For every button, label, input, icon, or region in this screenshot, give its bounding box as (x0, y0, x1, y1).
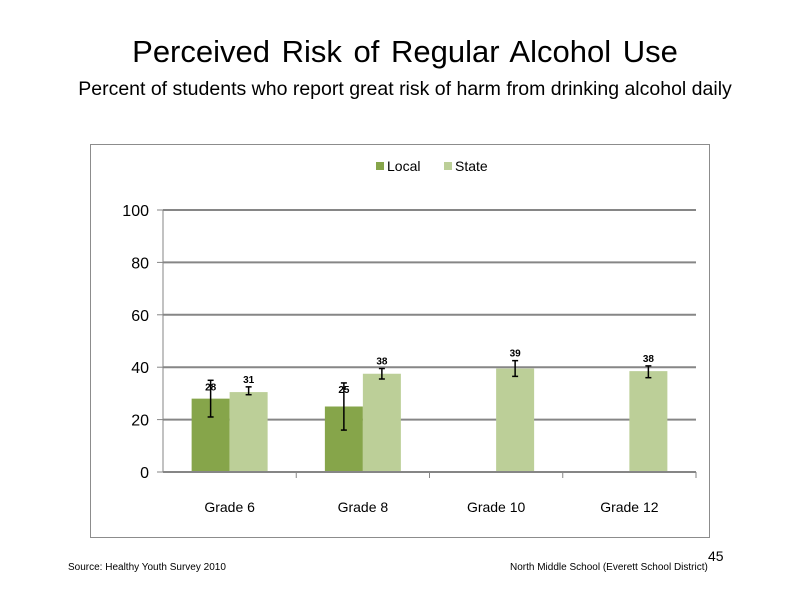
school-name: North Middle School (Everett School Dist… (510, 562, 708, 573)
y-tick-label: 20 (131, 413, 149, 430)
slide-subtitle: Percent of students who report great ris… (78, 78, 732, 100)
data-label: 38 (376, 357, 388, 368)
data-label: 31 (243, 375, 255, 386)
data-label: 28 (205, 382, 217, 393)
bar-state (229, 392, 268, 472)
x-category-label: Grade 10 (467, 499, 526, 515)
y-tick-label: 40 (131, 360, 149, 377)
y-tick-label: 100 (122, 203, 149, 220)
y-tick-label: 60 (131, 308, 149, 325)
legend-label-state: State (455, 158, 488, 174)
bar-state (629, 371, 668, 472)
legend-swatch-local (376, 162, 384, 170)
data-label: 38 (643, 354, 655, 365)
data-label: 25 (338, 385, 350, 396)
x-category-label: Grade 12 (600, 499, 659, 515)
slide-title: Perceived Risk of Regular Alcohol Use (132, 34, 678, 69)
y-tick-label: 80 (131, 255, 149, 272)
y-tick-label: 0 (140, 465, 149, 482)
bar-state (496, 368, 535, 472)
bar-state (362, 373, 401, 472)
source-note: Source: Healthy Youth Survey 2010 (68, 562, 226, 573)
data-label: 39 (510, 349, 522, 360)
legend-label-local: Local (387, 158, 420, 174)
slide-number: 45 (708, 548, 724, 564)
x-category-label: Grade 6 (204, 499, 255, 515)
legend-swatch-state (444, 162, 452, 170)
x-category-label: Grade 8 (338, 499, 389, 515)
